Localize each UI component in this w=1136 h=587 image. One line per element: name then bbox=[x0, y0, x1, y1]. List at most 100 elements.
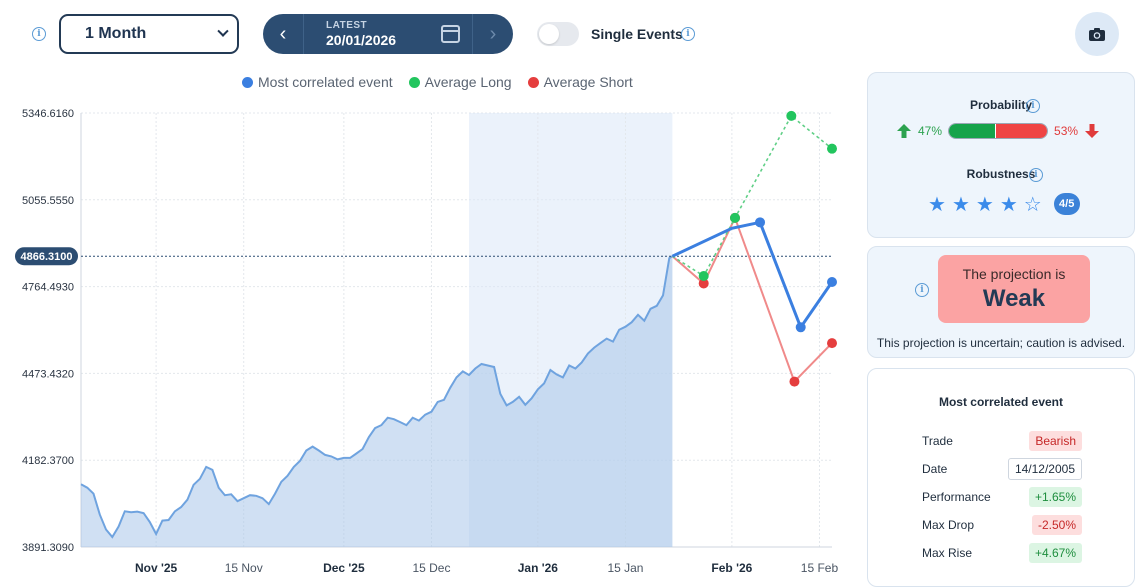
event-value: +4.67% bbox=[1028, 543, 1082, 563]
single-events-info-icon[interactable]: i bbox=[681, 27, 695, 41]
y-tick-label: 4182.3700 bbox=[22, 455, 74, 467]
star-icon: ★ bbox=[975, 192, 994, 216]
probability-down-value: 53% bbox=[1054, 124, 1079, 138]
star-icon: ★ bbox=[999, 192, 1018, 216]
x-tick-label: 15 Nov bbox=[225, 561, 263, 575]
legend-dot bbox=[242, 76, 253, 88]
star-icon: ★ bbox=[951, 192, 970, 216]
single-events-toggle[interactable] bbox=[537, 22, 579, 46]
date-display: LATEST 20/01/2026 bbox=[304, 20, 472, 48]
projection-point bbox=[698, 278, 709, 289]
calendar-icon[interactable] bbox=[441, 25, 460, 43]
robustness-info-icon[interactable]: i bbox=[1029, 168, 1043, 182]
y-tick-label: 4473.4320 bbox=[22, 368, 74, 380]
projection-point bbox=[786, 110, 797, 121]
projection-point bbox=[827, 338, 837, 349]
event-key: Date bbox=[922, 462, 948, 476]
arrow-down-icon bbox=[1085, 124, 1100, 138]
probability-bar bbox=[948, 123, 1049, 139]
nav-divider bbox=[472, 14, 473, 54]
projection-note: This projection is uncertain; caution is… bbox=[876, 336, 1126, 350]
projection-strength-box: The projection is Weak bbox=[938, 255, 1090, 323]
event-title: Most correlated event bbox=[938, 395, 1064, 409]
projection-line-most-correlated-event bbox=[671, 220, 834, 331]
chevron-right-icon[interactable]: › bbox=[489, 22, 497, 45]
probability-bar-down bbox=[995, 124, 1048, 138]
projection-point bbox=[795, 322, 806, 333]
chevron-down-icon bbox=[217, 25, 229, 37]
legend-label: Average Short bbox=[543, 74, 633, 90]
event-row-performance: Performance +1.65% bbox=[922, 486, 1082, 508]
period-info-icon[interactable]: i bbox=[32, 27, 46, 41]
event-row-date: Date 14/12/2005 bbox=[922, 458, 1082, 480]
latest-date: 20/01/2026 bbox=[326, 32, 397, 48]
date-navigator: ‹ LATEST 20/01/2026 › bbox=[263, 14, 513, 54]
event-key: Trade bbox=[922, 434, 953, 448]
star-icon: ★ bbox=[928, 192, 946, 216]
period-select[interactable]: 1 Month bbox=[59, 14, 239, 54]
event-value: Bearish bbox=[1029, 431, 1082, 451]
projection-card: i The projection is Weak This projection… bbox=[867, 246, 1135, 358]
projection-point bbox=[789, 376, 800, 387]
projection-line-average-long bbox=[671, 114, 833, 278]
legend-dot bbox=[408, 76, 420, 88]
projection-point bbox=[729, 212, 740, 223]
probability-up-value: 47% bbox=[918, 124, 943, 138]
legend-dot bbox=[527, 76, 539, 88]
event-key: Performance bbox=[922, 490, 991, 504]
arrow-up-icon bbox=[897, 124, 911, 138]
legend-item-average-short[interactable]: Average Short bbox=[527, 74, 633, 90]
toggle-knob bbox=[539, 24, 559, 44]
camera-icon bbox=[1089, 27, 1105, 41]
latest-label: LATEST bbox=[326, 20, 368, 31]
legend-item-most-correlated[interactable]: Most correlated event bbox=[242, 74, 393, 90]
probability-title: Probability bbox=[969, 98, 1032, 112]
probability-card: Probability i 47% 53% Robustness i ★ ★ ★… bbox=[867, 72, 1135, 238]
projection-info-icon[interactable]: i bbox=[915, 283, 929, 297]
event-value: +1.65% bbox=[1028, 487, 1082, 507]
robustness-stars: ★ ★ ★ ★ ☆ 4/5 bbox=[928, 193, 1080, 215]
probability-info-icon[interactable]: i bbox=[1026, 99, 1040, 113]
x-tick-label: Feb '26 bbox=[711, 561, 752, 575]
probability-row: 47% 53% bbox=[896, 123, 1100, 139]
star-icon: ☆ bbox=[1023, 192, 1042, 216]
y-tick-label: 5055.5550 bbox=[22, 195, 74, 207]
price-chart[interactable]: 5346.6160 5055.5550 4764.4930 4473.4320 4182… bbox=[0, 95, 860, 587]
x-tick-label: 15 Jan bbox=[607, 561, 643, 575]
single-events-label: Single Events bbox=[591, 26, 683, 42]
legend-label: Most correlated event bbox=[258, 74, 393, 90]
probability-bar-up bbox=[949, 124, 996, 138]
x-tick-label: Nov '25 bbox=[135, 561, 178, 575]
x-tick-label: Jan '26 bbox=[518, 561, 559, 575]
event-key: Max Drop bbox=[922, 518, 975, 532]
projection-point bbox=[755, 217, 766, 228]
legend-item-average-long[interactable]: Average Long bbox=[408, 74, 512, 90]
robustness-title: Robustness bbox=[966, 167, 1036, 181]
projection-line-average-short bbox=[671, 215, 833, 384]
projection-strength: Weak bbox=[982, 285, 1046, 312]
y-tick-label: 3891.3090 bbox=[22, 542, 74, 554]
robustness-score: 4/5 bbox=[1053, 193, 1080, 215]
x-tick-label: 15 Dec bbox=[412, 561, 450, 575]
event-row-trade: Trade Bearish bbox=[922, 430, 1082, 452]
chevron-left-icon[interactable]: ‹ bbox=[279, 22, 287, 45]
x-tick-label: Dec '25 bbox=[323, 561, 365, 575]
current-value-label: 4866.3100 bbox=[21, 251, 73, 263]
projection-line1: The projection is bbox=[962, 266, 1066, 282]
legend-label: Average Long bbox=[424, 74, 512, 90]
nav-divider bbox=[303, 14, 304, 54]
chart-legend: Most correlated event Average Long Avera… bbox=[242, 74, 633, 90]
price-area bbox=[81, 256, 673, 547]
projection-point bbox=[827, 276, 837, 287]
projection-point bbox=[698, 271, 709, 282]
x-tick-label: 15 Feb bbox=[801, 561, 839, 575]
event-value: -2.50% bbox=[1031, 515, 1082, 535]
event-value: 14/12/2005 bbox=[1007, 458, 1082, 480]
screenshot-button[interactable] bbox=[1075, 12, 1119, 56]
price-line bbox=[80, 255, 673, 539]
period-select-value: 1 Month bbox=[85, 25, 147, 42]
event-card: Most correlated event Trade Bearish Date… bbox=[867, 368, 1135, 587]
y-tick-label: 5346.6160 bbox=[22, 108, 74, 120]
current-value-badge bbox=[15, 247, 78, 266]
